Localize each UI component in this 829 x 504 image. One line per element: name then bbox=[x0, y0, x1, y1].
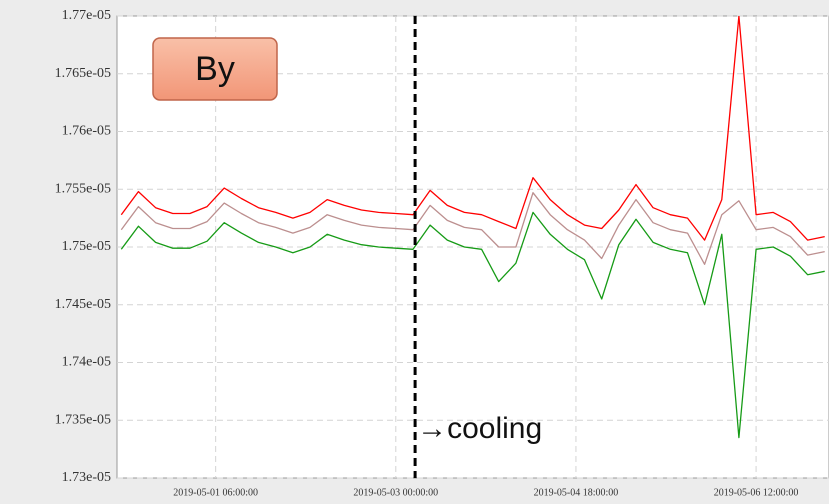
y-tick-label: 1.76e-05 bbox=[62, 124, 111, 139]
y-tick-label: 1.745e-05 bbox=[55, 297, 111, 312]
y-tick-label: 1.765e-05 bbox=[55, 66, 111, 81]
y-tick-label: 1.73e-05 bbox=[62, 470, 111, 485]
axes: 1.73e-05 1.735e-05 1.74e-05 1.745e-05 1.75e-… bbox=[55, 8, 799, 498]
grid bbox=[117, 15, 829, 479]
x-tick-label: 2019-05-03 00:00:00 bbox=[353, 487, 438, 498]
annotations: By →cooling bbox=[152, 16, 542, 478]
series-line bbox=[120, 211, 825, 439]
y-tick-label: 1.75e-05 bbox=[62, 239, 111, 254]
series-line bbox=[120, 16, 825, 241]
x-tick-label: 2019-05-04 18:00:00 bbox=[534, 487, 619, 498]
series-line bbox=[120, 192, 825, 265]
y-tick-label: 1.74e-05 bbox=[62, 355, 111, 370]
x-tick-label: 2019-05-06 12:00:00 bbox=[714, 487, 799, 498]
label-box bbox=[152, 37, 278, 101]
y-tick-label: 1.735e-05 bbox=[55, 412, 111, 427]
y-tick-label: 1.755e-05 bbox=[55, 181, 111, 196]
series-group bbox=[120, 16, 825, 439]
x-tick-label: 2019-05-01 06:00:00 bbox=[173, 487, 258, 498]
annotation-label: →cooling bbox=[417, 412, 542, 445]
y-tick-label: 1.77e-05 bbox=[62, 8, 111, 23]
annotation-label: By bbox=[195, 50, 235, 88]
